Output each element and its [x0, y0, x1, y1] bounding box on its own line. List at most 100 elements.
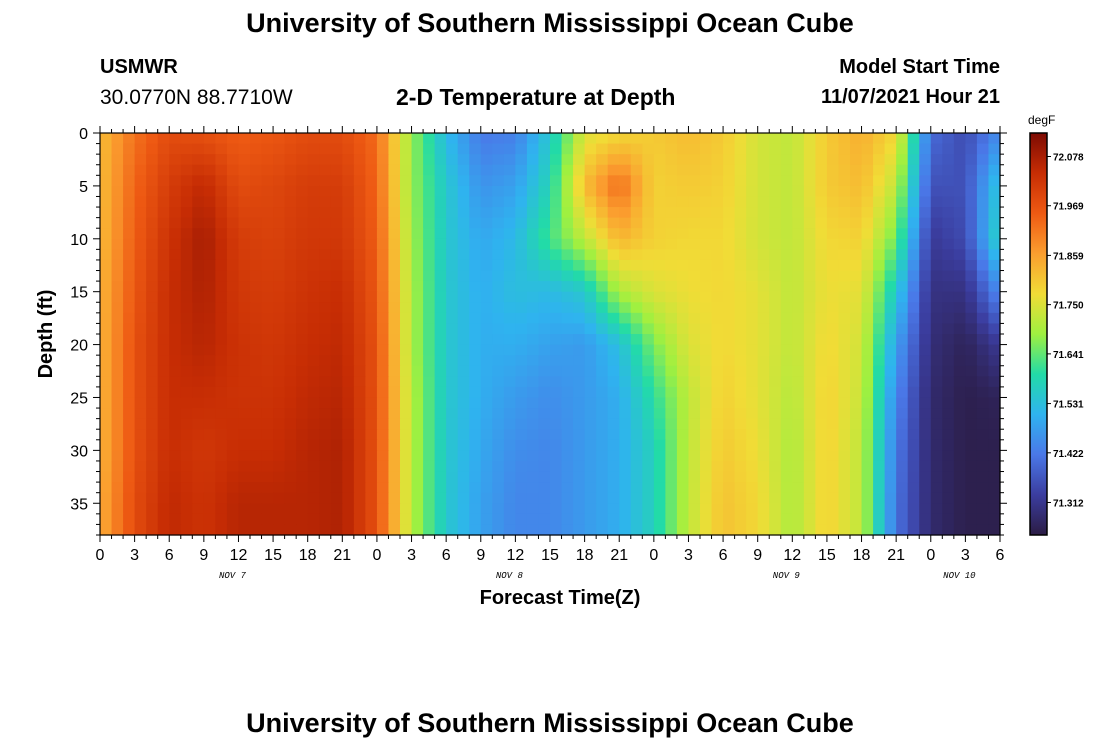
heatmap-cell — [203, 175, 216, 187]
heatmap-cell — [942, 397, 955, 409]
heatmap-cell — [307, 439, 320, 451]
heatmap-cell — [884, 429, 897, 441]
heatmap-cell — [815, 175, 828, 187]
heatmap-cell — [861, 471, 874, 483]
heatmap-cell — [515, 312, 528, 325]
heatmap-cell — [561, 429, 574, 441]
heatmap-cell — [273, 334, 286, 346]
heatmap-cell — [723, 355, 736, 367]
heatmap-cell — [469, 482, 482, 494]
heatmap-cell — [942, 503, 955, 515]
heatmap-cell — [803, 154, 816, 166]
heatmap-cell — [180, 143, 193, 155]
heatmap-cell — [930, 175, 943, 187]
heatmap-cell — [100, 207, 113, 219]
x-tick-label: 6 — [442, 547, 451, 564]
heatmap-cell — [815, 270, 828, 282]
heatmap-cell — [353, 259, 366, 272]
heatmap-cell — [238, 175, 251, 187]
heatmap-cell — [769, 143, 782, 155]
heatmap-cell — [896, 133, 909, 145]
heatmap-cell — [192, 196, 205, 208]
heatmap-cell — [896, 143, 909, 155]
heatmap-cell — [976, 207, 990, 219]
heatmap-cell — [215, 238, 228, 250]
heatmap-cell — [480, 302, 493, 314]
chart-subtitle: 2-D Temperature at Depth — [396, 84, 676, 110]
heatmap-cell — [446, 196, 459, 208]
heatmap-cell — [296, 397, 309, 409]
heatmap-cell — [665, 164, 678, 176]
heatmap-cell — [607, 238, 620, 250]
heatmap-cell — [215, 281, 228, 293]
heatmap-cell — [919, 154, 932, 166]
heatmap-cell — [630, 460, 643, 473]
heatmap-cell — [319, 143, 332, 155]
heatmap-cell — [896, 175, 909, 187]
heatmap-cell — [411, 228, 424, 240]
heatmap-cell — [353, 133, 366, 145]
heatmap-cell — [711, 355, 724, 367]
heatmap-cell — [100, 259, 113, 272]
heatmap-cell — [480, 175, 493, 187]
heatmap-cell — [423, 460, 436, 473]
heatmap-cell — [850, 450, 863, 462]
heatmap-cell — [146, 365, 159, 377]
heatmap-cell — [896, 312, 909, 325]
heatmap-cell — [988, 503, 1001, 515]
heatmap-cell — [953, 334, 966, 346]
heatmap-cell — [226, 397, 240, 409]
heatmap-cell — [250, 408, 263, 420]
heatmap-cell — [411, 185, 424, 198]
day-label: NOV 9 — [773, 571, 801, 581]
heatmap-cell — [480, 450, 493, 462]
heatmap-cell — [307, 386, 320, 399]
heatmap-cell — [746, 355, 759, 367]
heatmap-cell — [711, 376, 724, 388]
heatmap-cell — [815, 460, 828, 473]
heatmap-cell — [711, 482, 724, 494]
heatmap-cell — [446, 365, 459, 377]
heatmap-cell — [630, 503, 643, 515]
heatmap-cell — [353, 460, 366, 473]
heatmap-cell — [526, 418, 540, 430]
heatmap-cell — [607, 334, 620, 346]
heatmap-cell — [942, 482, 955, 494]
heatmap-cell — [203, 281, 216, 293]
heatmap-cell — [457, 397, 470, 409]
heatmap-cell — [169, 133, 182, 145]
heatmap-cell — [584, 386, 597, 399]
heatmap-cell — [284, 408, 297, 420]
heatmap-cell — [965, 249, 978, 261]
heatmap-cell — [815, 429, 828, 441]
heatmap-cell — [469, 185, 482, 198]
heatmap-cell — [169, 164, 182, 176]
heatmap-cell — [734, 259, 747, 272]
heatmap-cell — [215, 334, 228, 346]
heatmap-cell — [884, 450, 897, 462]
heatmap-cell — [353, 482, 366, 494]
heatmap-cell — [642, 281, 655, 293]
heatmap-cell — [342, 450, 355, 462]
heatmap-cell — [330, 429, 343, 441]
heatmap-cell — [203, 154, 216, 166]
heatmap-cell — [307, 154, 320, 166]
heatmap-cell — [873, 154, 886, 166]
heatmap-cell — [550, 312, 563, 325]
heatmap-cell — [942, 281, 955, 293]
heatmap-cell — [123, 386, 136, 399]
heatmap-cell — [550, 154, 563, 166]
heatmap-cell — [873, 513, 886, 526]
heatmap-cell — [457, 154, 470, 166]
heatmap-cell — [942, 154, 955, 166]
heatmap-cell — [838, 185, 851, 198]
heatmap-cell — [676, 302, 690, 314]
heatmap-cell — [146, 513, 159, 526]
heatmap-cell — [411, 323, 424, 335]
heatmap-cell — [342, 376, 355, 388]
heatmap-cell — [330, 323, 343, 335]
heatmap-cell — [273, 196, 286, 208]
heatmap-cell — [665, 471, 678, 483]
heatmap-cell — [676, 291, 690, 303]
heatmap-cell — [157, 164, 170, 176]
